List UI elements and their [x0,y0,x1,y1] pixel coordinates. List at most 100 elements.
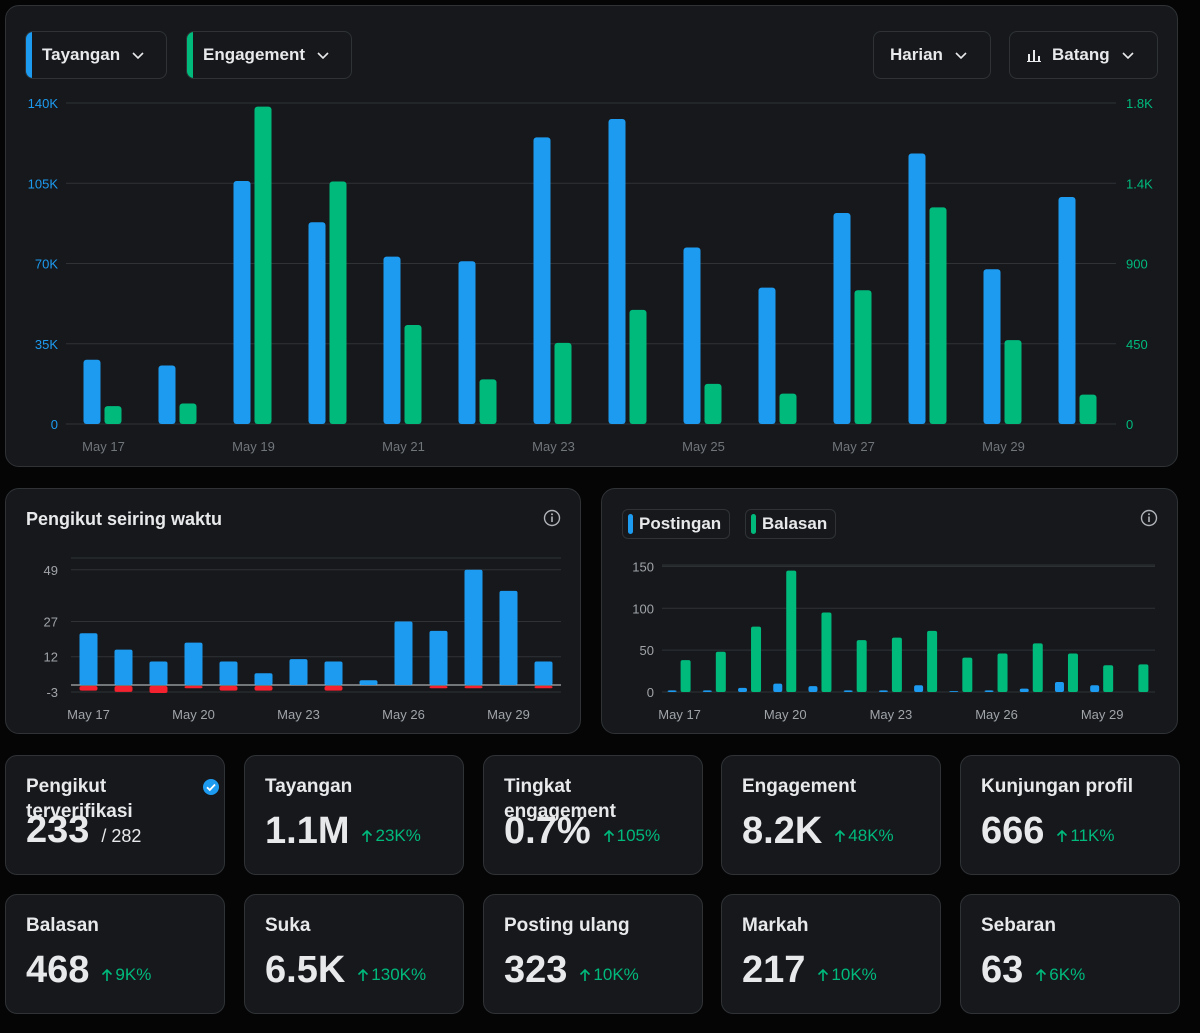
bar-postingan [702,690,712,692]
x-tick-label: May 29 [487,707,530,722]
stat-change-value: 105% [616,826,661,845]
bar-tayangan [1058,197,1076,424]
x-tick-label: May 25 [682,439,725,454]
stat-value: 666 [981,810,1045,852]
bar-balasan [821,612,832,692]
bar-followers-lost [184,685,203,689]
stat-sub-value: / 282 [101,826,142,846]
bar-followers-gained [79,633,98,685]
y-tick-label: 27 [44,614,58,629]
bar-tayangan [308,222,326,424]
y-left-tick-label: 70K [35,257,58,272]
legend-balasan[interactable]: Balasan [745,509,837,539]
stat-value-row: 666 11K% [981,811,1115,856]
bar-engagement [779,393,797,424]
bar-balasan [786,570,797,692]
stat-card[interactable]: Sebaran 63 6K% [960,894,1180,1014]
info-icon[interactable] [1140,509,1158,527]
x-tick-label: May 26 [975,707,1018,722]
bar-followers-gained [499,590,518,685]
metric-right-selector[interactable]: Engagement [186,31,352,79]
stat-value: 0.7% [504,810,591,852]
x-tick-label: May 17 [658,707,701,722]
bar-postingan [1054,681,1064,692]
stat-card[interactable]: Posting ulang 323 10K% [483,894,703,1014]
stat-change-value: 9K% [115,965,152,984]
stat-value-row: 1.1M 23K% [265,811,421,856]
legend-label: Balasan [762,514,828,533]
stat-card[interactable]: Engagement 8.2K 48K% [721,755,941,875]
legend-postingan[interactable]: Postingan [622,509,731,539]
info-icon[interactable] [543,509,561,527]
bar-balasan [715,651,726,692]
bar-balasan [927,630,938,692]
stat-card[interactable]: Balasan 468 9K% [5,894,225,1014]
bar-postingan [949,691,959,692]
stat-label: Posting ulang [504,915,630,936]
stat-card[interactable]: Kunjungan profil 666 11K% [960,755,1180,875]
bar-engagement [404,325,422,424]
x-tick-label: May 29 [982,439,1025,454]
arrow-up-icon [603,829,614,842]
bar-followers-gained [429,630,448,685]
bar-followers-lost [219,685,238,691]
stat-card[interactable]: Markah 217 10K% [721,894,941,1014]
legend-swatch [628,514,633,534]
bar-balasan [1067,653,1078,692]
stat-value: 6.5K [265,949,346,991]
metric-left-selector[interactable]: Tayangan [25,31,167,79]
bar-balasan [856,640,867,692]
bar-followers-lost [254,685,273,691]
bar-followers-gained [359,680,378,685]
y-right-tick-label: 450 [1126,337,1148,352]
bar-engagement [104,406,122,424]
chart-type-selector[interactable]: Batang [1009,31,1158,79]
bar-postingan [773,683,783,692]
bar-engagement [479,379,497,424]
bar-followers-gained [394,621,413,685]
stat-card[interactable]: Suka 6.5K 130K% [244,894,464,1014]
bar-tayangan [608,119,626,425]
bar-balasan [997,653,1008,692]
bar-engagement [854,290,872,424]
bar-tayangan [383,256,401,424]
followers-chart: -3 12 27 49 May 17 May 20 May 23 May 26 May 29 [44,557,561,722]
bar-balasan [751,626,762,692]
stat-card[interactable]: Pengikut terverifikasi 233 / 282 [5,755,225,875]
stat-change: 130K% [357,955,426,995]
bar-balasan [1138,664,1149,692]
stat-value-row: 323 10K% [504,950,639,995]
stat-label: Markah [742,915,809,936]
bar-followers-gained [289,659,308,685]
y-right-tick-label: 0 [1126,417,1133,432]
stat-value: 8.2K [742,810,823,852]
stat-value-row: 0.7% 105% [504,811,660,856]
stat-card[interactable]: Tingkat engagement 0.7% 105% [483,755,703,875]
stat-card[interactable]: Tayangan 1.1M 23K% [244,755,464,875]
interval-selector[interactable]: Harian [873,31,991,79]
chevron-down-icon [1122,52,1134,60]
arrow-up-icon [818,968,829,981]
stat-label: Tingkat engagement [504,776,616,822]
stat-change: 6K% [1035,955,1085,995]
bar-postingan [1019,688,1029,692]
bar-chart-icon [1027,50,1041,62]
bar-followers-gained [324,661,343,685]
stat-label: Suka [265,915,311,936]
bar-engagement [254,106,272,425]
bar-followers-lost [79,685,98,691]
bar-followers-lost [464,685,483,689]
posts-replies-chart: 0 50 100 150 May 17 May 20 May 23 May 26 May 29 [632,559,1155,722]
y-tick-label: 12 [44,650,58,665]
bar-followers-gained [219,661,238,685]
main-chart-panel: Tayangan Engagement Harian Batang 0 0 35K 4… [5,5,1178,467]
stat-change: 105% [603,816,660,856]
bar-engagement [629,309,647,424]
bar-followers-gained [464,569,483,685]
y-right-tick-label: 1.8K [1126,96,1153,111]
stat-change-value: 130K% [371,965,427,984]
y-tick-label: 100 [632,601,654,616]
legend-label: Postingan [639,514,722,533]
arrow-up-icon [835,829,846,842]
bar-engagement [179,403,197,424]
